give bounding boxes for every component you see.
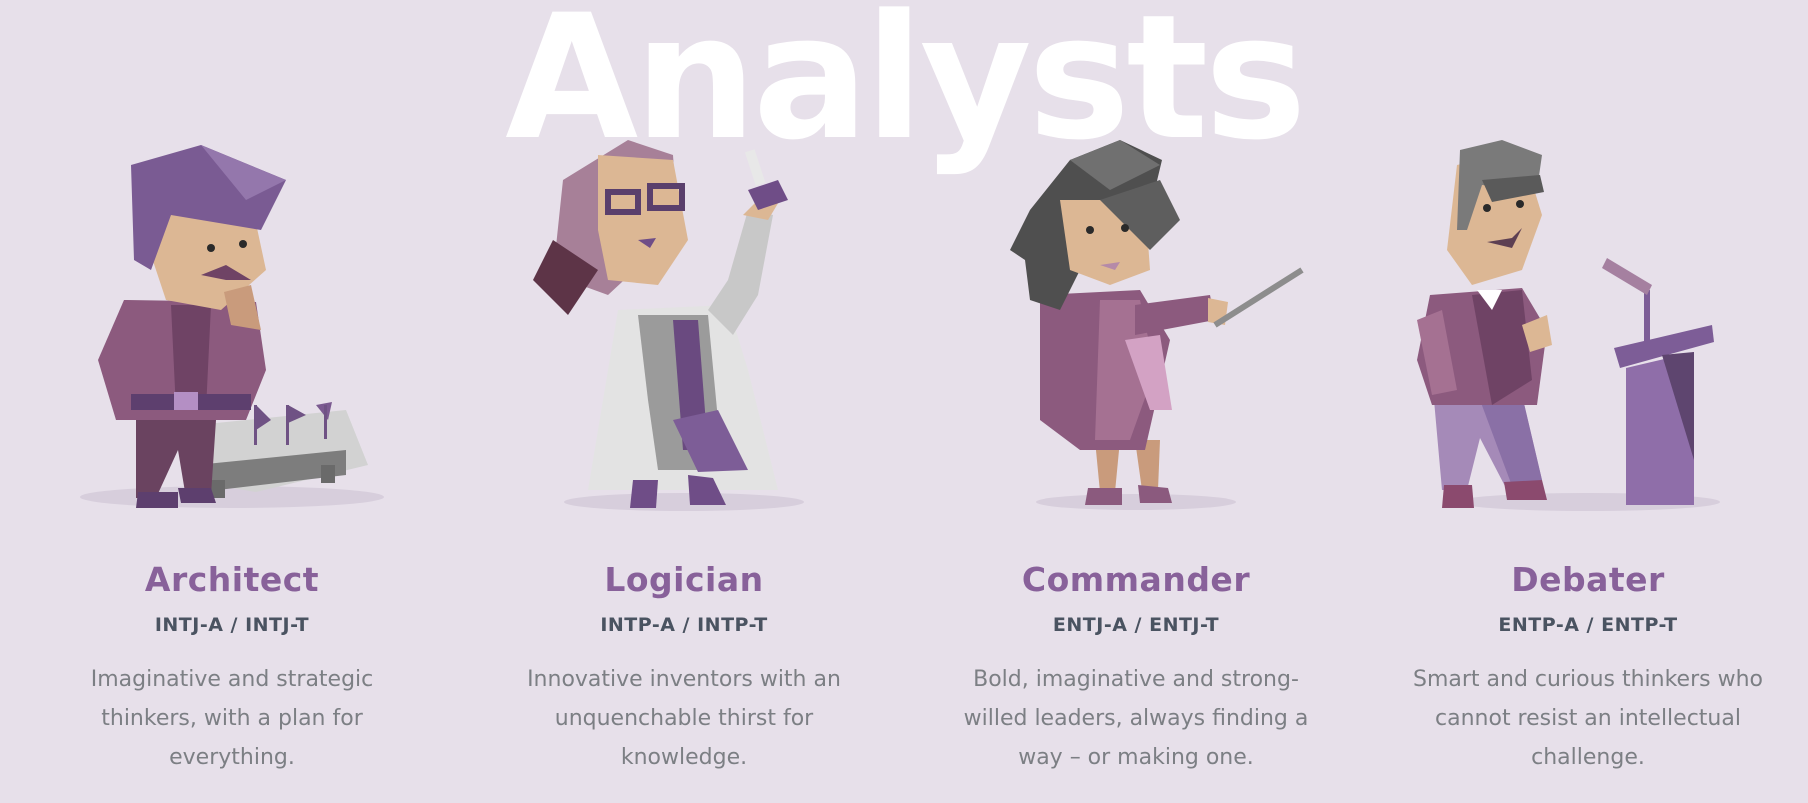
card-description: Imaginative and strategic thinkers, with… <box>90 667 374 770</box>
personality-card-debater[interactable]: Debater ENTP-A / ENTP-T Smart and curiou… <box>1362 120 1808 803</box>
debater-figure-illustration <box>1362 120 1808 520</box>
card-description: Bold, imaginative and strong-willed lead… <box>963 667 1309 770</box>
personality-card-commander[interactable]: Commander ENTJ-A / ENTJ-T Bold, imaginat… <box>910 120 1362 803</box>
type-code: INTP-A / INTP-T <box>600 614 768 636</box>
personality-card-architect[interactable]: Architect INTJ-A / INTJ-T Imaginative an… <box>6 120 458 803</box>
type-code: ENTP-A / ENTP-T <box>1498 614 1678 636</box>
architect-figure-illustration <box>6 120 458 520</box>
card-title: Logician <box>604 560 764 599</box>
personality-card-logician[interactable]: Logician INTP-A / INTP-T Innovative inve… <box>458 120 910 803</box>
card-description: Smart and curious thinkers who cannot re… <box>1413 667 1763 770</box>
logician-figure-illustration <box>458 120 910 520</box>
card-title: Commander <box>1021 560 1251 599</box>
card-title: Debater <box>1511 560 1665 599</box>
card-description: Innovative inventors with an unquenchabl… <box>527 667 841 770</box>
commander-figure-illustration <box>910 120 1362 520</box>
type-code: INTJ-A / INTJ-T <box>154 614 310 636</box>
type-code: ENTJ-A / ENTJ-T <box>1052 614 1220 636</box>
card-title: Architect <box>144 560 320 599</box>
